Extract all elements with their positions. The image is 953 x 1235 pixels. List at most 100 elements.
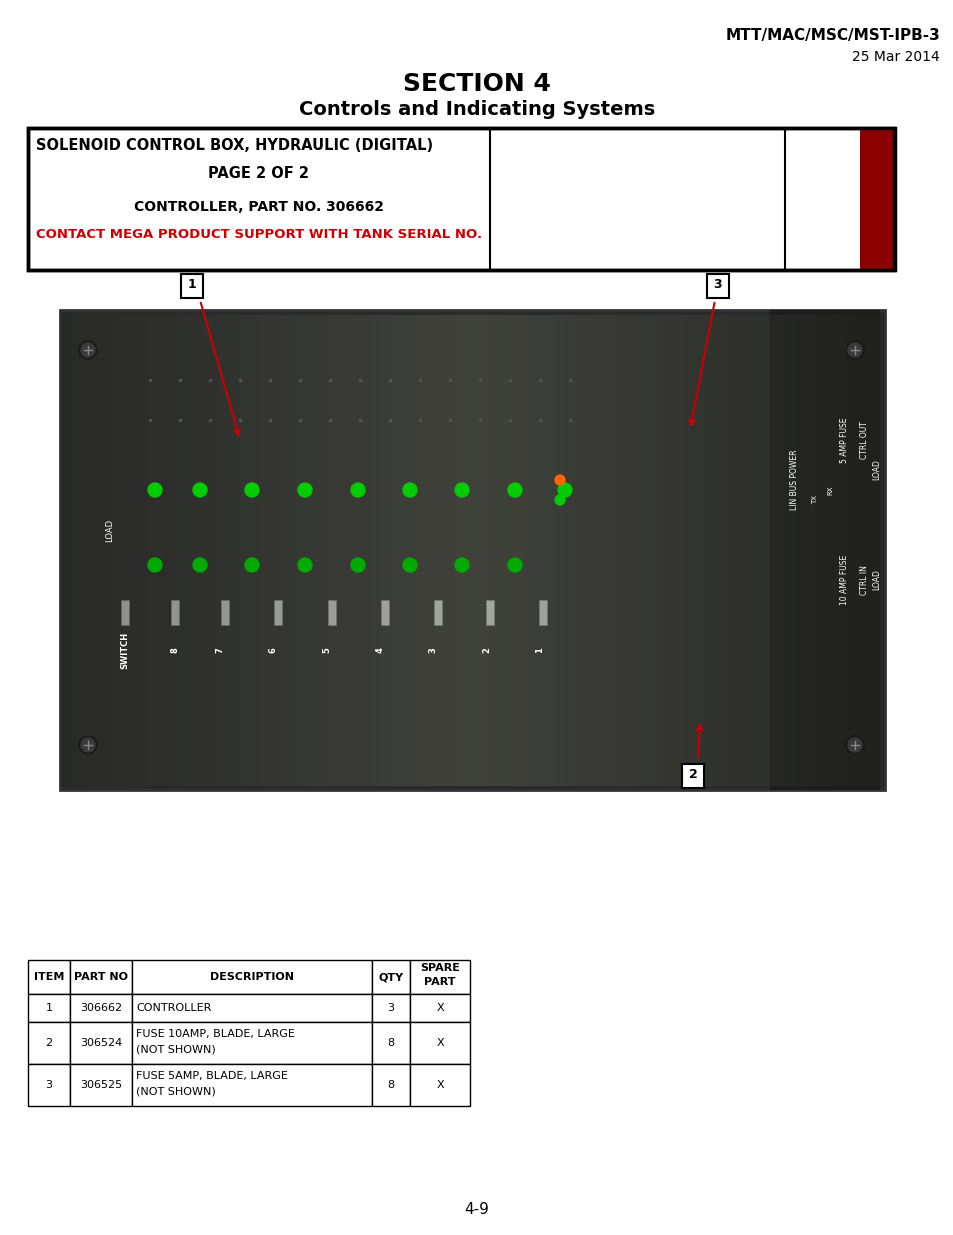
Text: TX: TX bbox=[811, 495, 817, 505]
FancyBboxPatch shape bbox=[706, 274, 728, 298]
Bar bbox=[171, 600, 179, 625]
Text: MTT/MAC/MSC/MST-IPB-3: MTT/MAC/MSC/MST-IPB-3 bbox=[724, 28, 939, 43]
Bar bbox=[372, 1065, 410, 1107]
Circle shape bbox=[148, 558, 162, 572]
Circle shape bbox=[845, 736, 863, 755]
Bar bbox=[28, 960, 70, 994]
Circle shape bbox=[847, 343, 862, 357]
Circle shape bbox=[297, 558, 312, 572]
Bar bbox=[28, 128, 893, 270]
Bar bbox=[372, 960, 410, 994]
Bar bbox=[132, 1065, 372, 1107]
Circle shape bbox=[555, 475, 564, 485]
Text: 2: 2 bbox=[688, 768, 697, 782]
Bar bbox=[70, 1065, 132, 1107]
Text: (NOT SHOWN): (NOT SHOWN) bbox=[136, 1087, 215, 1097]
Text: SPARE: SPARE bbox=[419, 963, 459, 973]
Text: 5 AMP FUSE: 5 AMP FUSE bbox=[840, 417, 848, 463]
Bar bbox=[538, 600, 546, 625]
Circle shape bbox=[555, 495, 564, 505]
Bar bbox=[434, 600, 441, 625]
Text: CTRL IN: CTRL IN bbox=[860, 566, 868, 595]
Text: DESCRIPTION: DESCRIPTION bbox=[210, 972, 294, 982]
Circle shape bbox=[507, 483, 521, 496]
Bar bbox=[132, 994, 372, 1023]
Text: CONTROLLER: CONTROLLER bbox=[136, 1003, 212, 1013]
Bar bbox=[372, 994, 410, 1023]
Text: 1: 1 bbox=[535, 647, 544, 653]
Circle shape bbox=[81, 343, 95, 357]
Bar bbox=[28, 1023, 70, 1065]
Text: 1: 1 bbox=[46, 1003, 52, 1013]
Circle shape bbox=[245, 483, 258, 496]
Bar bbox=[485, 600, 494, 625]
Text: RX: RX bbox=[826, 485, 832, 495]
Bar bbox=[410, 1023, 470, 1065]
Text: 3: 3 bbox=[713, 279, 721, 291]
Text: LIN BUS POWER: LIN BUS POWER bbox=[790, 450, 799, 510]
Text: FUSE 10AMP, BLADE, LARGE: FUSE 10AMP, BLADE, LARGE bbox=[136, 1029, 294, 1039]
Bar bbox=[60, 310, 884, 790]
Bar bbox=[410, 1065, 470, 1107]
Circle shape bbox=[847, 739, 862, 752]
Text: PART NO: PART NO bbox=[74, 972, 128, 982]
Circle shape bbox=[455, 483, 469, 496]
Text: (NOT SHOWN): (NOT SHOWN) bbox=[136, 1045, 215, 1055]
Text: CONTACT MEGA PRODUCT SUPPORT WITH TANK SERIAL NO.: CONTACT MEGA PRODUCT SUPPORT WITH TANK S… bbox=[36, 228, 481, 241]
Text: CTRL OUT: CTRL OUT bbox=[860, 421, 868, 459]
Text: 2: 2 bbox=[46, 1037, 52, 1049]
Text: PAGE 2 OF 2: PAGE 2 OF 2 bbox=[209, 165, 309, 182]
Circle shape bbox=[297, 483, 312, 496]
Text: X: X bbox=[436, 1037, 443, 1049]
Bar bbox=[28, 994, 70, 1023]
Text: 25 Mar 2014: 25 Mar 2014 bbox=[851, 49, 939, 64]
Bar bbox=[132, 1023, 372, 1065]
Text: 8: 8 bbox=[171, 647, 179, 653]
Text: 1: 1 bbox=[188, 279, 196, 291]
Text: 5: 5 bbox=[322, 647, 331, 653]
Text: 306662: 306662 bbox=[80, 1003, 122, 1013]
Circle shape bbox=[81, 739, 95, 752]
Circle shape bbox=[193, 483, 207, 496]
Text: 8: 8 bbox=[387, 1079, 395, 1091]
Text: 3: 3 bbox=[46, 1079, 52, 1091]
Text: SWITCH: SWITCH bbox=[120, 631, 130, 668]
Text: Controls and Indicating Systems: Controls and Indicating Systems bbox=[298, 100, 655, 119]
Circle shape bbox=[558, 483, 572, 496]
Text: LOAD: LOAD bbox=[106, 519, 114, 542]
Bar bbox=[410, 960, 470, 994]
Text: CONTROLLER, PART NO. 306662: CONTROLLER, PART NO. 306662 bbox=[133, 200, 384, 214]
Text: 4-9: 4-9 bbox=[464, 1203, 489, 1218]
Text: ITEM: ITEM bbox=[33, 972, 64, 982]
Bar bbox=[859, 128, 894, 270]
Bar bbox=[70, 1023, 132, 1065]
Circle shape bbox=[351, 483, 365, 496]
Circle shape bbox=[245, 558, 258, 572]
Text: 6: 6 bbox=[268, 647, 277, 653]
Circle shape bbox=[79, 341, 97, 359]
Text: 3: 3 bbox=[387, 1003, 395, 1013]
Text: QTY: QTY bbox=[378, 972, 403, 982]
Bar bbox=[28, 1065, 70, 1107]
Text: SECTION 4: SECTION 4 bbox=[402, 72, 551, 96]
Bar bbox=[121, 600, 129, 625]
Bar bbox=[380, 600, 389, 625]
Text: 10 AMP FUSE: 10 AMP FUSE bbox=[840, 555, 848, 605]
Bar bbox=[372, 1023, 410, 1065]
Text: 306524: 306524 bbox=[80, 1037, 122, 1049]
Circle shape bbox=[402, 558, 416, 572]
Bar bbox=[410, 994, 470, 1023]
Bar bbox=[769, 310, 879, 790]
Bar bbox=[274, 600, 282, 625]
Text: FUSE 5AMP, BLADE, LARGE: FUSE 5AMP, BLADE, LARGE bbox=[136, 1071, 288, 1081]
Text: X: X bbox=[436, 1003, 443, 1013]
Text: SOLENOID CONTROL BOX, HYDRAULIC (DIGITAL): SOLENOID CONTROL BOX, HYDRAULIC (DIGITAL… bbox=[36, 138, 433, 153]
Text: 2: 2 bbox=[482, 647, 491, 653]
Text: LOAD: LOAD bbox=[872, 459, 881, 480]
Bar bbox=[221, 600, 229, 625]
Circle shape bbox=[402, 483, 416, 496]
Bar bbox=[328, 600, 335, 625]
Circle shape bbox=[455, 558, 469, 572]
Bar bbox=[70, 994, 132, 1023]
Text: X: X bbox=[436, 1079, 443, 1091]
